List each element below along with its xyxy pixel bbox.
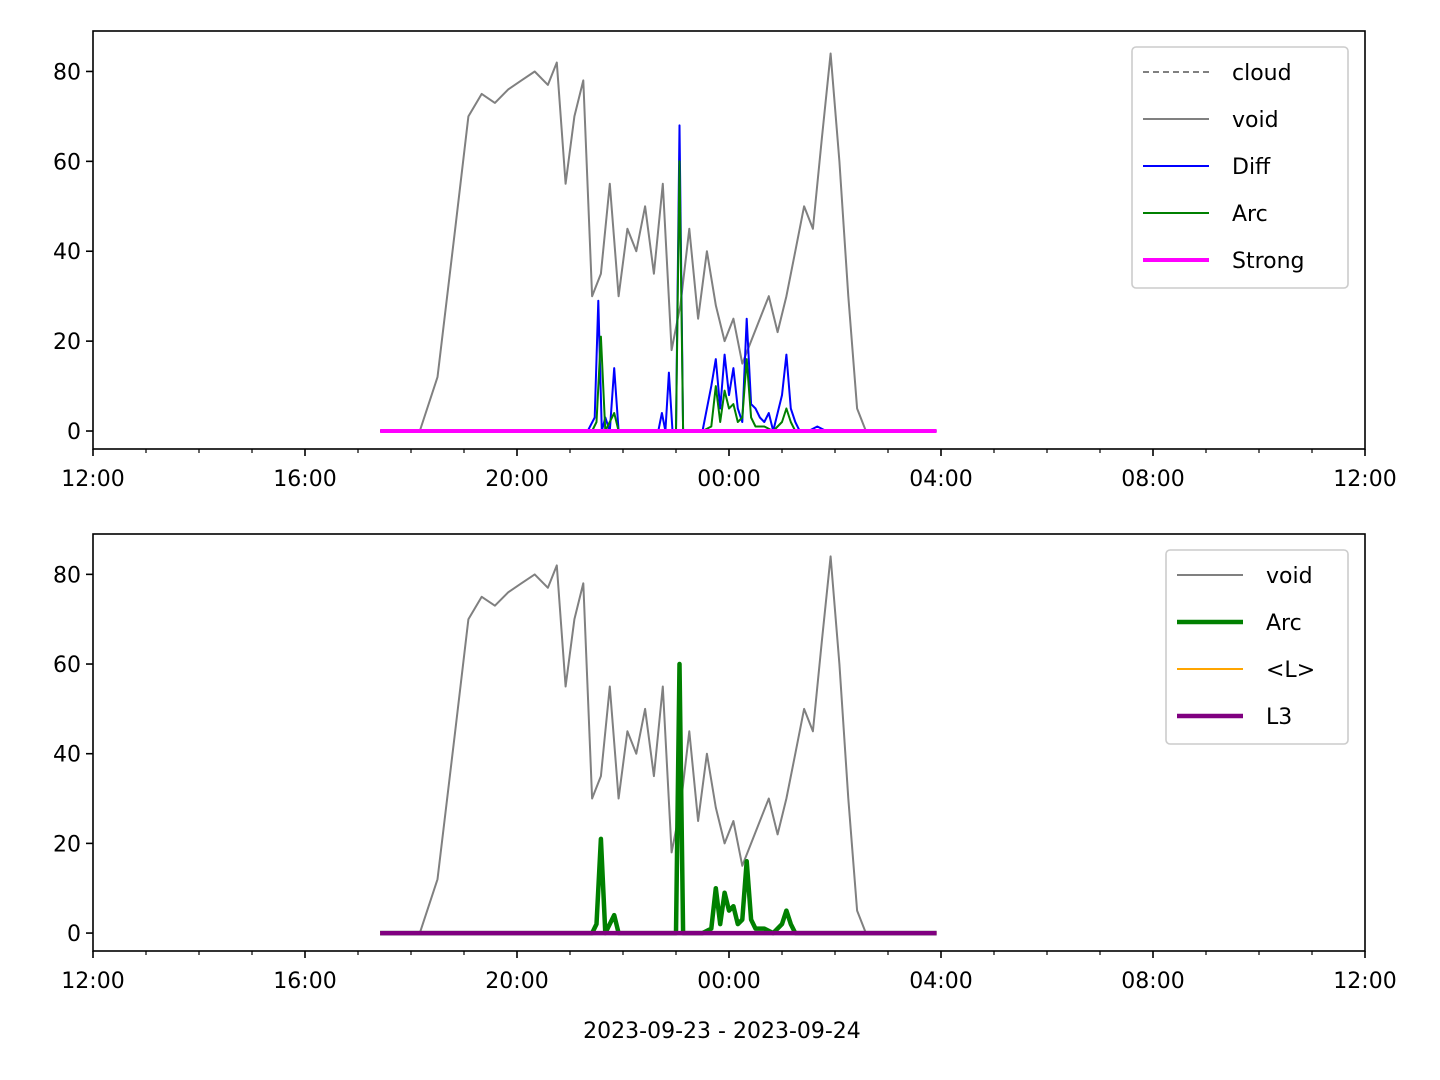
x-tick-label: 12:00: [1333, 969, 1396, 994]
legend-label: void: [1266, 564, 1313, 589]
x-tick-label: 20:00: [485, 467, 548, 492]
legend-label: L3: [1266, 705, 1292, 730]
legend-box: [1131, 46, 1349, 289]
legend-label: cloud: [1232, 61, 1292, 86]
bottom-plot: 0 20 40 60 80 12:00 16:00 20:00 00:00 04:00 08:00 1…: [53, 533, 1397, 1044]
x-tick-label: 12:00: [61, 467, 124, 492]
series-line-arc: [380, 160, 937, 432]
y-tick-label: 40: [53, 240, 81, 265]
x-tick-label: 16:00: [273, 969, 336, 994]
x-tick-label: 20:00: [485, 969, 548, 994]
y-tick-label: 40: [53, 743, 81, 768]
x-tick-label: 00:00: [697, 969, 760, 994]
legend-label: Diff: [1232, 155, 1271, 180]
x-tick-label: 16:00: [273, 467, 336, 492]
x-tick-label: 08:00: [1121, 467, 1184, 492]
y-tick-label: 20: [53, 832, 81, 857]
series-line-arc: [380, 661, 937, 936]
legend: cloud void Diff Arc Strong: [1131, 46, 1349, 289]
x-tick-label: 00:00: [697, 467, 760, 492]
y-tick-label: 0: [67, 922, 81, 947]
x-tick-label: 12:00: [1333, 467, 1396, 492]
y-tick-label: 60: [53, 150, 81, 175]
legend-label: void: [1232, 108, 1279, 133]
legend-label: <L>: [1266, 658, 1315, 683]
y-tick-label: 80: [53, 60, 81, 85]
y-tick-label: 60: [53, 653, 81, 678]
legend-box: [1165, 549, 1349, 745]
x-axis-label: 2023-09-23 - 2023-09-24: [583, 1019, 861, 1044]
x-tick-label: 04:00: [909, 467, 972, 492]
y-tick-label: 0: [67, 420, 81, 445]
x-tick-label: 08:00: [1121, 969, 1184, 994]
series-line-void: [418, 52, 884, 432]
legend-label: Strong: [1232, 249, 1305, 274]
y-tick-label: 20: [53, 330, 81, 355]
top-plot: 0 20 40 60 80 12:00 16:00 20:00 00:00 04:00 08:00 1…: [53, 30, 1397, 492]
legend-label: Arc: [1232, 202, 1268, 227]
x-tick-label: 04:00: [909, 969, 972, 994]
series-line-void: [418, 555, 884, 935]
legend: void Arc <L> L3: [1165, 549, 1349, 745]
x-tick-label: 12:00: [61, 969, 124, 994]
series-line-diff: [380, 124, 937, 432]
y-tick-label: 80: [53, 563, 81, 588]
legend-label: Arc: [1266, 611, 1302, 636]
